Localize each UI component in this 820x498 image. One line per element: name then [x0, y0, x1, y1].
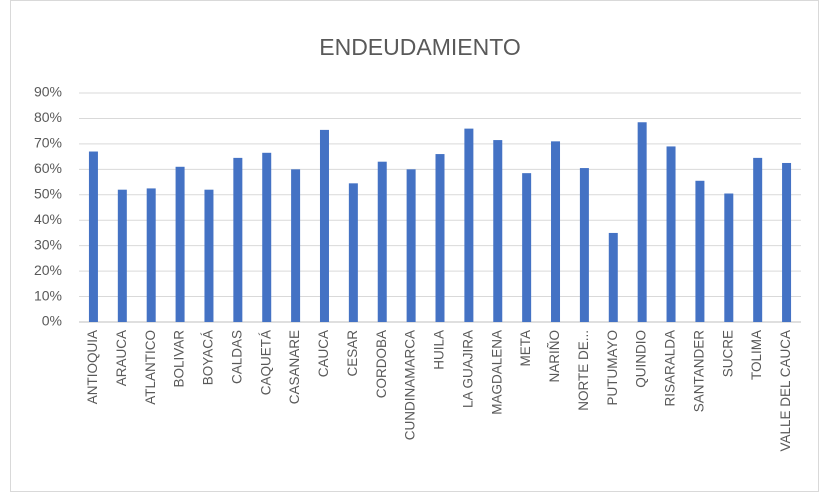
bar — [522, 173, 532, 322]
y-tick-label: 0% — [42, 313, 62, 329]
bar — [204, 189, 214, 322]
x-tick-label: CALDAS — [229, 330, 244, 384]
x-tick-label: BOYACÁ — [201, 330, 216, 385]
bar — [551, 141, 561, 322]
x-tick-label: SANTANDER — [691, 330, 706, 413]
y-tick-label: 40% — [34, 211, 62, 227]
x-tick-label: BOLIVAR — [172, 330, 187, 388]
x-tick-label: HUILA — [432, 330, 447, 370]
x-tick-label: NARIÑO — [547, 330, 562, 383]
bar — [637, 122, 647, 322]
y-tick-label: 10% — [34, 287, 62, 303]
bar — [175, 166, 185, 322]
bar — [88, 151, 98, 322]
bar — [579, 168, 589, 322]
bar — [724, 193, 734, 322]
y-tick-label: 50% — [34, 185, 62, 201]
x-tick-label: RISARALDA — [663, 330, 678, 407]
bar — [377, 161, 387, 322]
x-tick-label: TOLIMA — [749, 330, 764, 380]
x-tick-label: CAQUETÁ — [258, 330, 273, 395]
x-tick-label: MAGDALENA — [489, 330, 504, 415]
x-tick-label: SUCRE — [720, 330, 735, 377]
x-tick-label: CUNDINAMARCA — [403, 330, 418, 440]
bar — [493, 140, 503, 322]
bar — [319, 129, 329, 322]
x-tick-label: VALLE DEL CAUCA — [778, 330, 793, 452]
x-tick-label: META — [518, 330, 533, 367]
x-tick-label: PUTUMAYO — [605, 330, 620, 406]
y-tick-label: 20% — [34, 262, 62, 278]
x-tick-label: CASANARE — [287, 330, 302, 404]
y-tick-label: 70% — [34, 135, 62, 151]
bar — [608, 232, 618, 322]
x-tick-label: NORTE DE... — [576, 330, 591, 411]
bar — [464, 128, 474, 322]
x-tick-label: ANTIOQUIA — [85, 330, 100, 404]
chart-title: ENDEUDAMIENTO — [319, 34, 521, 60]
y-tick-label: 60% — [34, 160, 62, 176]
x-tick-label: CORDOBA — [374, 330, 389, 398]
x-tick-label: ATLANTICO — [143, 330, 158, 405]
x-tick-label: ARAUCA — [114, 330, 129, 386]
y-tick-label: 80% — [34, 109, 62, 125]
bar — [262, 152, 272, 322]
x-tick-label: CAUCA — [316, 330, 331, 377]
bar — [348, 183, 358, 322]
y-tick-label: 90% — [34, 84, 62, 100]
bar — [695, 180, 705, 322]
bar — [666, 146, 676, 322]
bar — [146, 188, 156, 322]
bar — [406, 169, 416, 322]
bar — [782, 162, 792, 322]
bar — [753, 157, 763, 322]
x-tick-label: CESAR — [345, 330, 360, 377]
bar — [291, 169, 301, 322]
x-tick-label: LA GUAJIRA — [460, 330, 475, 408]
bar — [117, 189, 127, 322]
bar — [233, 157, 243, 322]
bar — [435, 154, 445, 322]
x-tick-label: QUINDIO — [634, 330, 649, 388]
y-tick-label: 30% — [34, 236, 62, 252]
